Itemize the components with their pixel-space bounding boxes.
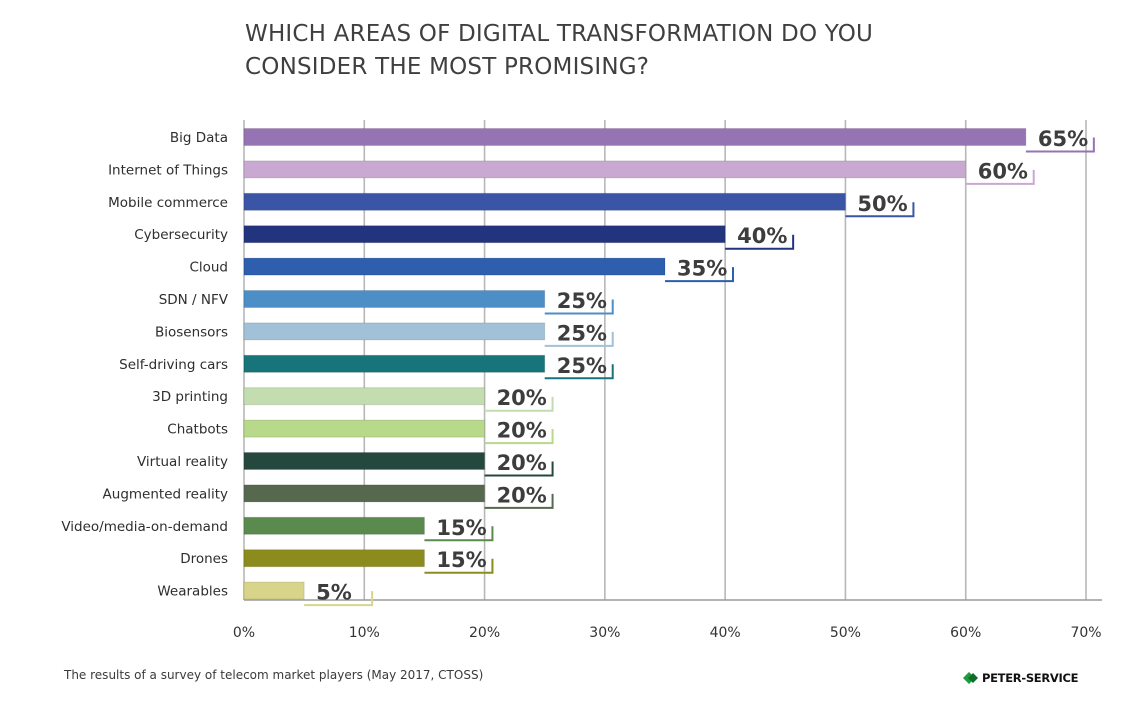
- bar: [243, 257, 666, 276]
- value-bracket: [544, 364, 614, 380]
- bar: [243, 128, 1027, 146]
- data-label: 50%: [857, 192, 907, 216]
- bar: [243, 290, 546, 308]
- value-bracket: [484, 493, 554, 509]
- category-label: 3D printing: [152, 389, 228, 405]
- data-label: 40%: [737, 224, 787, 248]
- data-label: 20%: [497, 483, 547, 507]
- category-label: Drones: [180, 551, 228, 567]
- x-tick-label: 70%: [1070, 625, 1101, 641]
- category-label: SDN / NFV: [159, 292, 229, 308]
- category-label: Big Data: [170, 130, 228, 146]
- value-bracket: [1025, 137, 1095, 153]
- category-label: Virtual reality: [137, 454, 228, 470]
- data-label: 20%: [497, 386, 547, 410]
- category-label: Video/media-on-demand: [61, 519, 228, 535]
- bar: [243, 387, 486, 406]
- x-tick-label: 30%: [589, 625, 620, 641]
- data-label: 65%: [1038, 127, 1088, 151]
- data-label: 15%: [436, 548, 486, 572]
- chart-title-line-2: CONSIDER THE MOST PROMISING?: [245, 54, 650, 80]
- value-bracket: [544, 299, 614, 315]
- bar: [243, 160, 967, 179]
- x-tick-label: 20%: [469, 625, 500, 641]
- x-tick-label: 10%: [349, 625, 380, 641]
- bar: [243, 322, 546, 341]
- data-label: 5%: [316, 581, 352, 605]
- value-bracket: [424, 558, 494, 574]
- data-labels: 65% 60% 50% 40% 35% 25% 25% 25% 20% 20% 20% 20% 15% 1…: [304, 127, 1095, 607]
- data-label: 25%: [557, 289, 607, 313]
- x-tick-label: 60%: [950, 625, 981, 641]
- value-bracket: [544, 331, 614, 347]
- bar: [243, 192, 846, 211]
- data-label: 15%: [436, 516, 486, 540]
- bar: [243, 549, 425, 568]
- data-label: 20%: [497, 451, 547, 475]
- value-bracket: [484, 461, 554, 477]
- bar: [243, 516, 425, 535]
- x-tick-label: 0%: [233, 625, 255, 641]
- chart-title: WHICH AREAS OF DIGITAL TRANSFORMATION DO…: [245, 18, 1045, 84]
- value-bracket: [725, 234, 795, 250]
- source-note: The results of a survey of telecom marke…: [64, 668, 484, 682]
- bar: [243, 419, 486, 438]
- bar: [243, 225, 726, 244]
- brand-logo: PETER-SERVICE: [963, 670, 1078, 686]
- value-bracket: [304, 591, 374, 607]
- category-label: Biosensors: [155, 324, 228, 340]
- data-label: 35%: [677, 257, 727, 281]
- value-bracket: [424, 526, 494, 542]
- category-label: Wearables: [157, 584, 228, 600]
- category-label: Chatbots: [167, 422, 228, 438]
- category-label: Cybersecurity: [134, 227, 228, 243]
- chart-title-line-1: WHICH AREAS OF DIGITAL TRANSFORMATION DO…: [245, 21, 874, 47]
- bar: [243, 452, 486, 470]
- category-label: Internet of Things: [108, 162, 228, 178]
- bar: [243, 581, 305, 600]
- category-label: Cloud: [189, 260, 228, 276]
- value-bracket: [484, 429, 554, 445]
- category-label: Self-driving cars: [119, 357, 228, 373]
- data-label: 60%: [978, 159, 1028, 183]
- bars: [243, 128, 1027, 600]
- data-label: 20%: [497, 419, 547, 443]
- value-bracket: [665, 267, 734, 283]
- category-label: Mobile commerce: [108, 195, 228, 211]
- category-labels: Big Data Internet of Things Mobile commerc…: [61, 130, 228, 600]
- data-label: 25%: [557, 354, 607, 378]
- value-bracket: [845, 202, 915, 218]
- x-tick-label: 40%: [710, 625, 741, 641]
- x-axis: 0% 10% 20% 30% 40% 50% 60% 70%: [233, 599, 1102, 641]
- x-tick-label: 50%: [830, 625, 861, 641]
- category-label: Augmented reality: [103, 486, 228, 502]
- brand-name: PETER-SERVICE: [982, 671, 1079, 685]
- bar: [243, 484, 486, 503]
- brand-diamond-icon: [963, 672, 978, 684]
- data-label: 25%: [557, 321, 607, 345]
- bar: [243, 354, 546, 373]
- value-bracket: [965, 169, 1035, 185]
- value-bracket: [484, 396, 554, 412]
